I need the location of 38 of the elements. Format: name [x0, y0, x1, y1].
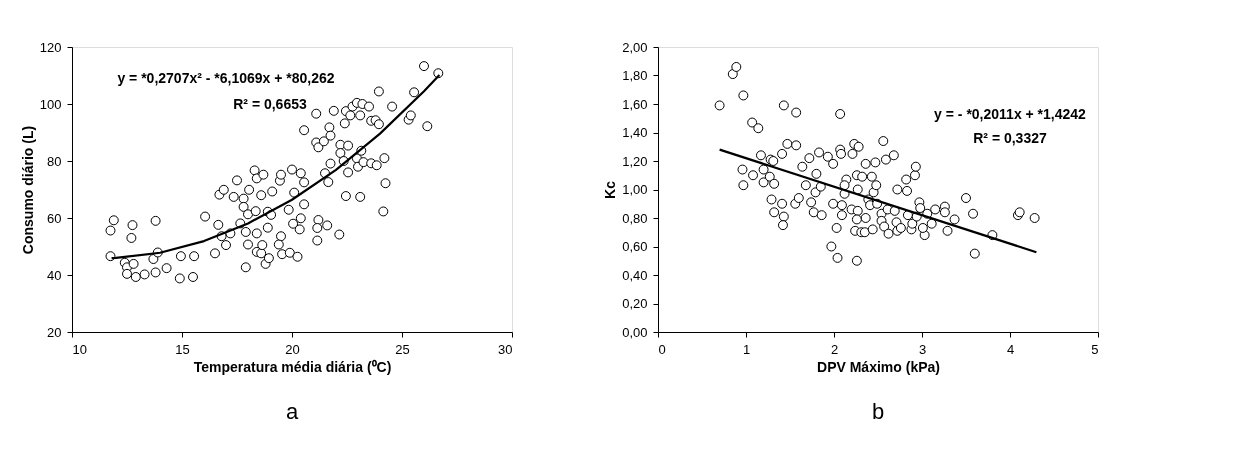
- x-tick-label: 25: [395, 341, 410, 357]
- x-tick-label: 15: [175, 341, 190, 357]
- y-tick-label: 40: [47, 267, 62, 283]
- x-tick-label: 4: [1006, 341, 1015, 357]
- y-tick-label: 100: [39, 96, 62, 112]
- x-tick-label: 2: [830, 341, 839, 357]
- y-tick-label: 60: [47, 210, 62, 226]
- annotation: R² = 0,3327: [973, 130, 1047, 146]
- y-tick-label: 1,80: [622, 68, 648, 83]
- y-tick-label: 1,60: [622, 96, 648, 112]
- text: b: [871, 399, 885, 424]
- x-tick-label: 1: [742, 341, 751, 357]
- y-tick-label: 2,00: [622, 39, 648, 55]
- x-tick-label: 20: [285, 341, 300, 357]
- x-tick-label: 30: [498, 341, 513, 357]
- annotation: y = *0,2707x² - *6,1069x + *80,262: [117, 70, 335, 86]
- x-tick-label: 5: [1091, 341, 1099, 357]
- y-tick-label: 20: [47, 324, 62, 340]
- x-tick-label: 10: [72, 341, 87, 357]
- x-tick-label: 3: [918, 341, 927, 357]
- y-tick-label: 0,20: [622, 296, 648, 311]
- y-tick-label: 80: [47, 153, 62, 169]
- y-tick-label: 120: [39, 39, 62, 55]
- x-axis-title: Temperatura média diária (⁰C): [193, 358, 392, 375]
- y-tick-label: 0,80: [622, 210, 648, 226]
- y-axis-title: Consumo diário (L): [19, 125, 36, 255]
- text: a: [285, 399, 299, 424]
- y-tick-label: 0,60: [622, 239, 648, 254]
- x-axis-title: DPV Máximo (kPa): [817, 358, 940, 375]
- x-tick-label: 0: [658, 341, 666, 357]
- y-tick-label: 0,00: [622, 324, 648, 340]
- y-tick-label: 1,00: [622, 182, 648, 197]
- y-tick-label: 0,40: [622, 267, 648, 283]
- annotation: y = - *0,2011x + *1,4242: [934, 106, 1087, 122]
- y-tick-label: 1,20: [622, 153, 648, 169]
- y-tick-label: 1,40: [622, 125, 648, 140]
- annotation: R² = 0,6653: [233, 96, 307, 112]
- y-axis-title: Kc: [602, 180, 619, 199]
